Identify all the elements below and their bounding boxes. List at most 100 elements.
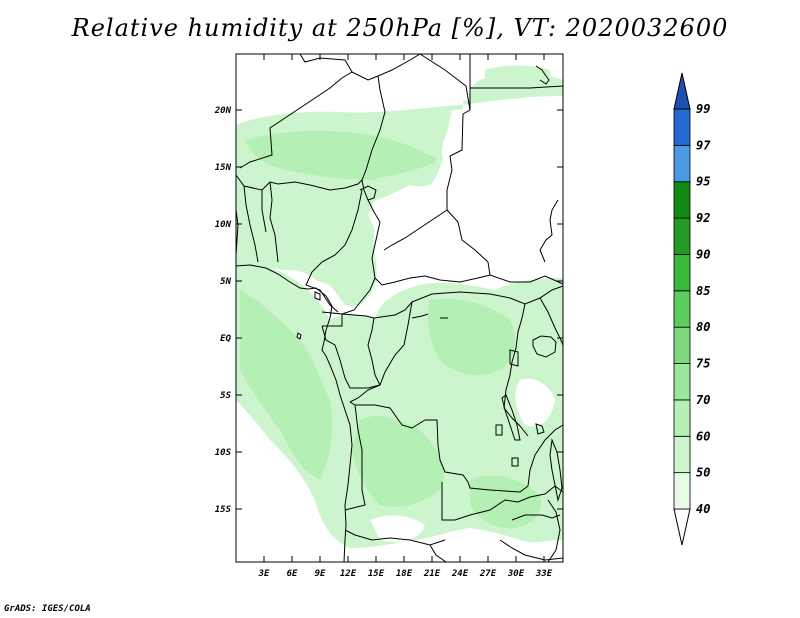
- lon-tick: 27E: [479, 54, 497, 579]
- border-line: [539, 297, 564, 346]
- map-frame: [235, 53, 564, 563]
- border-line: [243, 185, 259, 263]
- lat-tick: EQ: [220, 334, 563, 344]
- border-line: [261, 190, 267, 233]
- border-line: [351, 53, 421, 81]
- color-legend: 40 50 60 70 75 80 85 90 92 95 97 99: [673, 72, 711, 546]
- border-line: [341, 277, 376, 315]
- border-line: [503, 303, 529, 437]
- dry-region-sahara: [236, 54, 470, 120]
- lat-tick: 20N: [214, 106, 563, 116]
- border-line: [349, 401, 564, 493]
- border-line: [429, 544, 447, 563]
- border-line: [539, 199, 559, 263]
- lon-tick: 6E: [287, 54, 298, 579]
- legend-swatch: [673, 472, 691, 510]
- legend-swatch: [673, 363, 691, 401]
- legend-swatch: [673, 399, 691, 437]
- lon-tick: 33E: [535, 54, 553, 579]
- lon-tick: 9E: [315, 54, 326, 579]
- legend-level-label: 90: [696, 247, 710, 261]
- legend-swatch: [673, 290, 691, 328]
- border-line: [547, 499, 561, 563]
- lon-tick-label: 6E: [287, 569, 298, 579]
- map-title: Relative humidity at 250hPa [%], VT: 202…: [71, 14, 729, 42]
- lat-tick-label: 5S: [220, 391, 231, 401]
- lon-tick-label: 27E: [479, 569, 497, 579]
- legend-swatch: [673, 181, 691, 219]
- lake-outline: [511, 457, 519, 467]
- border-line: [359, 185, 377, 201]
- lat-tick: 5S: [220, 391, 563, 401]
- legend-level-label: 97: [696, 138, 711, 152]
- lat-tick-label: 15N: [215, 163, 232, 173]
- lat-tick-label: 20N: [214, 106, 232, 116]
- lat-tick: 15S: [215, 505, 563, 515]
- humidity-field-northeast-patch: [485, 65, 553, 93]
- dry-region-lake-area: [515, 378, 555, 427]
- legend-arrow-high: [673, 72, 691, 110]
- border-line: [532, 335, 557, 358]
- legend-level-label: 50: [696, 466, 710, 480]
- lon-tick: 21E: [423, 54, 441, 579]
- border-line: [509, 349, 519, 367]
- island-outline: [314, 291, 321, 301]
- border-line: [499, 539, 564, 561]
- legend-level-label: 92: [696, 211, 710, 225]
- dry-region-south-central: [370, 515, 425, 542]
- lon-tick: 3E: [258, 54, 270, 579]
- legend-level-label: 75: [696, 357, 710, 371]
- lon-tick-label: 9E: [315, 569, 326, 579]
- lon-tick-label: 15E: [368, 569, 385, 579]
- legend-arrow-low: [673, 508, 691, 546]
- lon-tick: 24E: [451, 54, 469, 579]
- lat-tick-label: EQ: [220, 334, 231, 344]
- lon-tick: 18E: [396, 54, 413, 579]
- lon-tick: 12E: [340, 54, 357, 579]
- humidity-field-medium-central: [352, 415, 444, 507]
- border-line: [361, 75, 386, 223]
- lat-tick-label: 10S: [215, 448, 232, 458]
- humidity-field-medium-west: [240, 290, 332, 480]
- legend-level-label: 85: [696, 284, 710, 298]
- border-line: [411, 285, 564, 305]
- legend-level-label: 40: [696, 502, 710, 516]
- legend-level-label: 80: [696, 320, 710, 334]
- legend-swatch: [673, 435, 691, 474]
- lat-tick: 15N: [215, 163, 563, 173]
- credit-label: GrADS: IGES/COLA: [4, 604, 91, 614]
- border-line: [470, 85, 564, 89]
- lat-tick-label: 5N: [220, 277, 231, 287]
- border-line: [441, 482, 564, 521]
- legend-level-label: 99: [696, 102, 710, 116]
- lon-tick: 30E: [507, 54, 525, 579]
- humidity-field-medium-east: [428, 298, 516, 376]
- border-line: [411, 313, 429, 319]
- lake-outline: [535, 423, 545, 435]
- border-line: [344, 404, 366, 511]
- lake-outline: [501, 394, 521, 441]
- lon-tick-label: 24E: [451, 569, 469, 579]
- dry-region-north: [373, 100, 563, 278]
- lat-tick: 5N: [220, 277, 563, 287]
- lake-outline: [495, 424, 503, 436]
- lon-tick-label: 12E: [340, 569, 357, 579]
- legend-swatch: [673, 326, 691, 364]
- legend-level-label: 95: [696, 175, 710, 189]
- humidity-field-medium-north: [245, 130, 440, 180]
- lake-outline: [549, 438, 563, 502]
- border-line: [235, 174, 363, 191]
- border-line: [511, 514, 561, 521]
- lon-tick-label: 33E: [535, 569, 553, 579]
- border-line: [305, 189, 363, 313]
- island-outline: [296, 332, 302, 340]
- lon-tick-label: 3E: [258, 569, 270, 579]
- lon-tick-label: 21E: [423, 569, 441, 579]
- dry-region-south: [236, 410, 340, 562]
- border-line: [349, 300, 413, 403]
- legend-swatch: [673, 254, 691, 292]
- lat-tick: 10N: [215, 220, 563, 230]
- map-panel: [235, 53, 564, 563]
- lon-tick-label: 30E: [507, 569, 525, 579]
